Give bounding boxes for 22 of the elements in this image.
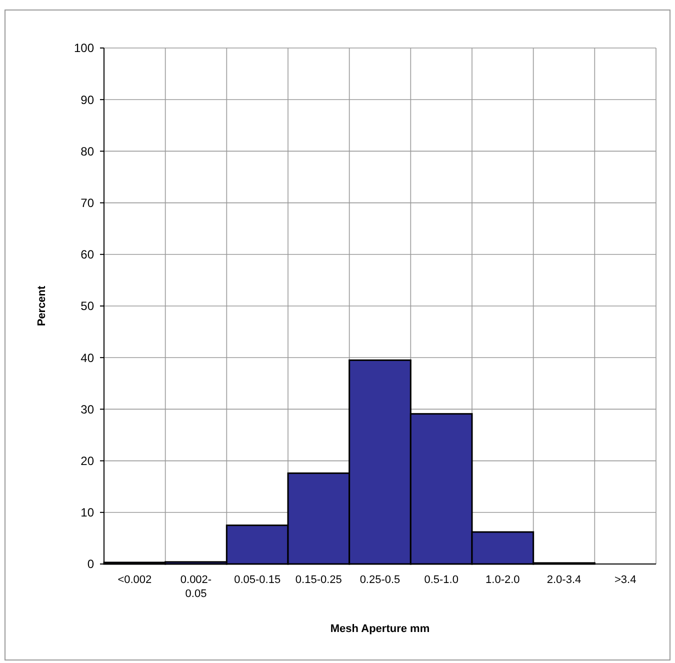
- y-tick-label: 70: [80, 196, 94, 210]
- x-tick-label: 0.5-1.0: [424, 574, 458, 586]
- y-tick-label: 60: [80, 248, 94, 262]
- x-tick-label: >3.4: [614, 574, 636, 586]
- y-tick-label: 30: [80, 402, 94, 416]
- x-tick-label: 1.0-2.0: [486, 574, 520, 586]
- y-tick-label: 50: [80, 299, 94, 314]
- y-tick-label: 10: [80, 506, 94, 520]
- y-tick-label: 40: [80, 350, 94, 365]
- x-tick-label: <0.002: [118, 574, 152, 586]
- y-tick-label: 20: [80, 454, 94, 468]
- x-tick-label: 2.0-3.4: [546, 574, 582, 586]
- y-axis-title: Percent: [36, 285, 48, 326]
- x-axis-title: Mesh Aperture mm: [330, 623, 430, 635]
- x-tick-label: 0.15-0.25: [295, 574, 342, 586]
- y-tick-label: 80: [80, 144, 94, 158]
- x-tick-label: 0.002-0.05: [180, 574, 212, 600]
- y-tick-label: 100: [74, 41, 94, 56]
- x-tick-label: 0.05-0.15: [234, 574, 281, 586]
- x-tick-label: 0.25-0.5: [360, 574, 400, 586]
- y-tick-label: 0: [87, 557, 94, 572]
- y-tick-label: 90: [80, 92, 94, 107]
